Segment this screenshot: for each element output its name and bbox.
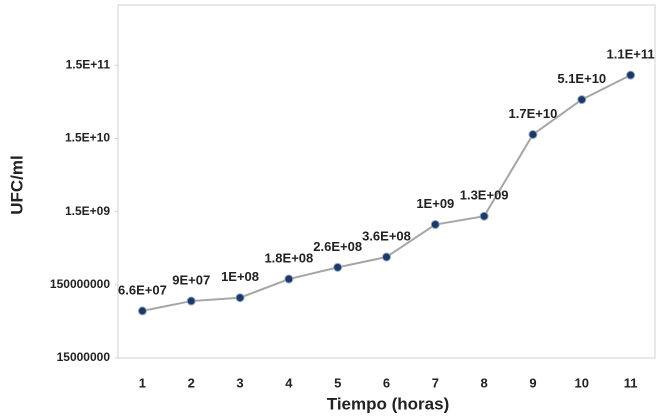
data-label: 1.3E+09 bbox=[460, 188, 509, 203]
x-tick-label: 2 bbox=[188, 375, 195, 390]
data-point bbox=[284, 274, 294, 284]
x-tick-label: 8 bbox=[481, 375, 488, 390]
data-label: 3.6E+08 bbox=[362, 228, 411, 243]
x-tick-label: 3 bbox=[236, 375, 243, 390]
y-axis-title: UFC/ml bbox=[7, 155, 26, 215]
data-point bbox=[528, 129, 538, 139]
data-point bbox=[137, 306, 147, 316]
data-point bbox=[333, 262, 343, 272]
data-label: 6.6E+07 bbox=[118, 282, 167, 297]
data-point bbox=[577, 95, 587, 105]
data-label: 9E+07 bbox=[172, 272, 210, 287]
x-tick-label: 7 bbox=[432, 375, 439, 390]
data-point bbox=[479, 211, 489, 221]
x-axis-title: Tiempo (horas) bbox=[327, 394, 449, 413]
data-point bbox=[430, 220, 440, 230]
x-tick-label: 10 bbox=[575, 375, 589, 390]
x-tick-label: 11 bbox=[624, 375, 638, 390]
data-label: 1.8E+08 bbox=[264, 250, 313, 265]
data-point bbox=[626, 70, 636, 80]
y-tick-label: 15000000 bbox=[57, 350, 111, 364]
series-line bbox=[142, 74, 632, 312]
x-tick-label: 6 bbox=[383, 375, 390, 390]
y-tick-label: 1.5E+11 bbox=[66, 57, 111, 71]
x-tick-label: 1 bbox=[139, 375, 146, 390]
data-point bbox=[186, 296, 196, 306]
data-label: 2.6E+08 bbox=[313, 239, 362, 254]
x-tick-label: 4 bbox=[285, 375, 293, 390]
data-label: 1E+08 bbox=[221, 269, 259, 284]
x-tick-label: 5 bbox=[334, 375, 341, 390]
x-tick-label: 9 bbox=[529, 375, 536, 390]
data-point bbox=[235, 293, 245, 303]
data-label: 1.1E+11 bbox=[607, 47, 655, 62]
data-label: 5.1E+10 bbox=[557, 71, 606, 86]
plot-area bbox=[117, 4, 656, 359]
y-tick-label: 1.5E+10 bbox=[65, 131, 110, 145]
y-tick-label: 150000000 bbox=[50, 277, 110, 291]
data-point bbox=[382, 252, 391, 262]
data-label: 1.7E+10 bbox=[509, 106, 558, 121]
y-tick-label: 1.5E+09 bbox=[65, 204, 110, 218]
data-label: 1E+09 bbox=[416, 196, 454, 211]
